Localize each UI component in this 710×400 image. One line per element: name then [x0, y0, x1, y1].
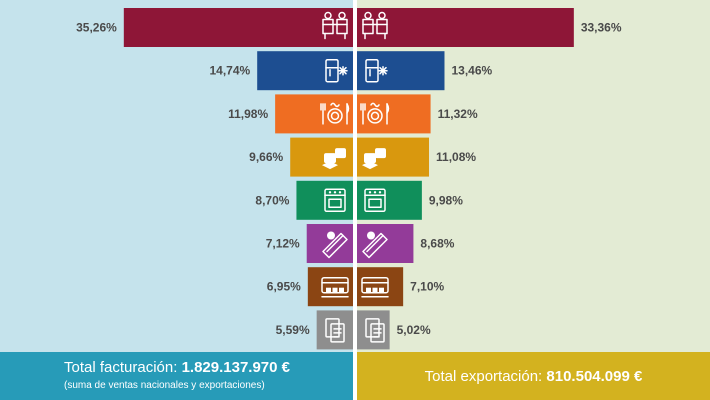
left-value-label: 35,26% [76, 21, 117, 35]
right-value-label: 33,36% [581, 21, 622, 35]
left-value-label: 11,98% [228, 107, 268, 121]
documents-icon [325, 318, 345, 343]
right-value-label: 11,32% [438, 107, 478, 121]
bar-right-4 [357, 180, 422, 220]
bar-left-2 [275, 94, 353, 134]
right-value-label: 5,02% [397, 323, 431, 337]
total-revenue-value: 1.829.137.970 € [181, 359, 290, 376]
left-value-label: 6,95% [267, 280, 301, 294]
cooking-ranges-icon [322, 11, 348, 40]
bar-left-7 [316, 310, 353, 350]
right-value-label: 7,10% [410, 280, 444, 294]
bar-right-2 [357, 94, 431, 134]
bar-right-6 [357, 267, 404, 307]
center-divider [353, 0, 357, 400]
tableware-icon [320, 102, 350, 125]
documents-icon [365, 318, 385, 343]
refrigeration-icon [365, 58, 388, 83]
bar-right-1 [357, 51, 445, 91]
coffee-machine-icon [321, 276, 349, 298]
bar-left-6 [307, 267, 353, 307]
total-export-value: 810.504.099 € [546, 368, 643, 385]
bar-right-5 [357, 224, 414, 263]
oven-icon [324, 188, 346, 213]
total-export-label: Total exportación: [424, 368, 547, 385]
right-value-label: 13,46% [451, 64, 492, 78]
total-export-panel: Total exportación: 810.504.099 € [357, 352, 710, 400]
bar-left-0 [123, 8, 353, 47]
tableware-icon [360, 102, 390, 125]
left-value-label: 14,74% [209, 64, 250, 78]
total-revenue-note: (suma de ventas nacionales y exportacion… [64, 380, 265, 391]
left-value-label: 9,66% [249, 150, 283, 164]
coffee-machine-icon [361, 276, 389, 298]
bar-left-1 [257, 51, 353, 91]
cooking-ranges-icon [362, 11, 388, 40]
left-value-label: 7,12% [266, 237, 300, 251]
left-value-label: 8,70% [255, 193, 289, 207]
food-blocks-icon [362, 148, 386, 170]
total-revenue-label: Total facturación: [64, 359, 182, 376]
total-revenue-text: Total facturación: 1.829.137.970 € [64, 359, 290, 376]
left-value-label: 5,59% [276, 323, 310, 337]
total-revenue-panel: Total facturación: 1.829.137.970 € (suma… [0, 352, 353, 400]
oven-icon [364, 188, 386, 213]
total-export-text: Total exportación: 810.504.099 € [357, 368, 710, 385]
right-value-label: 11,08% [436, 150, 476, 164]
right-value-label: 8,68% [420, 237, 454, 251]
cleaning-icon [322, 231, 348, 259]
right-value-label: 9,98% [429, 193, 463, 207]
cleaning-icon [362, 231, 388, 259]
refrigeration-icon [325, 58, 348, 83]
bar-right-0 [357, 8, 574, 47]
mirrored-bar-chart: 35,26% 33,36% 14,74% 13,46% 11,98% 11,32% 9,66… [76, 8, 622, 350]
food-blocks-icon [322, 148, 346, 170]
